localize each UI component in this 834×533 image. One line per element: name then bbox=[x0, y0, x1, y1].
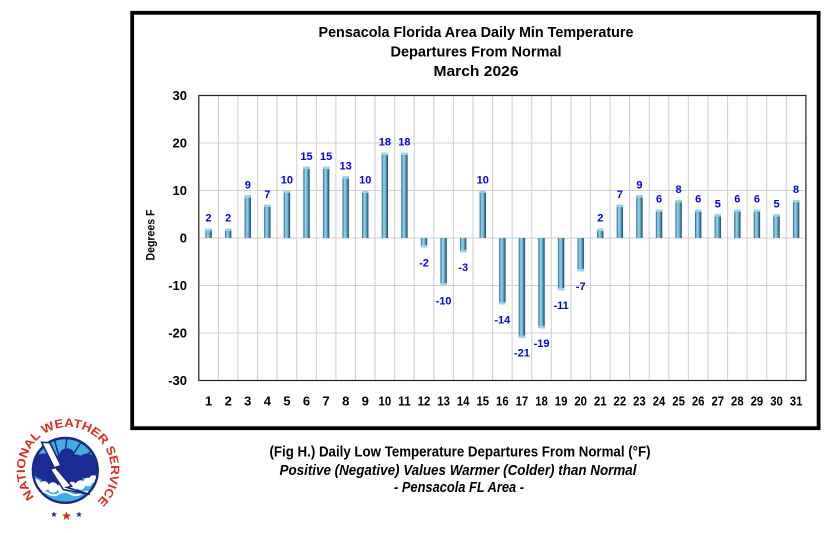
svg-text:7: 7 bbox=[264, 189, 270, 201]
svg-text:13: 13 bbox=[340, 160, 352, 172]
svg-text:24: 24 bbox=[653, 393, 666, 408]
svg-text:Positive (Negative) Values War: Positive (Negative) Values Warmer (Colde… bbox=[280, 462, 638, 479]
svg-text:2: 2 bbox=[225, 213, 231, 225]
svg-text:10: 10 bbox=[281, 175, 293, 187]
svg-text:5: 5 bbox=[283, 393, 290, 408]
svg-text:12: 12 bbox=[418, 393, 431, 408]
svg-text:9: 9 bbox=[245, 179, 251, 191]
svg-text:0: 0 bbox=[180, 231, 187, 246]
svg-text:-21: -21 bbox=[514, 348, 530, 360]
svg-text:8: 8 bbox=[793, 184, 799, 196]
svg-text:30: 30 bbox=[770, 393, 783, 408]
svg-text:10: 10 bbox=[173, 183, 187, 198]
svg-text:6: 6 bbox=[754, 194, 760, 206]
svg-text:25: 25 bbox=[672, 393, 685, 408]
svg-text:10: 10 bbox=[477, 175, 489, 187]
svg-text:15: 15 bbox=[320, 151, 332, 163]
svg-text:21: 21 bbox=[594, 393, 607, 408]
svg-text:10: 10 bbox=[379, 393, 392, 408]
svg-text:9: 9 bbox=[636, 179, 642, 191]
svg-text:-10: -10 bbox=[168, 278, 187, 293]
svg-text:7: 7 bbox=[617, 189, 623, 201]
svg-text:-3: -3 bbox=[458, 262, 468, 274]
svg-text:13: 13 bbox=[437, 393, 450, 408]
svg-text:15: 15 bbox=[476, 393, 489, 408]
svg-text:March 2026: March 2026 bbox=[434, 63, 519, 80]
svg-text:-10: -10 bbox=[436, 295, 452, 307]
svg-text:17: 17 bbox=[516, 393, 529, 408]
svg-text:20: 20 bbox=[574, 393, 587, 408]
svg-text:1: 1 bbox=[205, 393, 212, 408]
svg-text:30: 30 bbox=[173, 88, 187, 103]
svg-text:-20: -20 bbox=[168, 326, 187, 341]
svg-text:2: 2 bbox=[597, 213, 603, 225]
svg-text:-30: -30 bbox=[168, 373, 187, 388]
svg-text:11: 11 bbox=[398, 393, 411, 408]
svg-text:(Fig H.) Daily Low Temperature: (Fig H.) Daily Low Temperature Departure… bbox=[270, 444, 651, 461]
svg-text:3: 3 bbox=[244, 393, 251, 408]
svg-text:23: 23 bbox=[633, 393, 646, 408]
svg-text:-14: -14 bbox=[494, 314, 511, 326]
svg-text:7: 7 bbox=[322, 393, 329, 408]
svg-text:16: 16 bbox=[496, 393, 509, 408]
svg-text:4: 4 bbox=[264, 393, 272, 408]
svg-text:19: 19 bbox=[555, 393, 568, 408]
svg-text:6: 6 bbox=[734, 194, 740, 206]
svg-text:26: 26 bbox=[692, 393, 705, 408]
svg-text:14: 14 bbox=[457, 393, 470, 408]
svg-text:- Pensacola FL Area -: - Pensacola FL Area - bbox=[394, 479, 524, 496]
svg-text:18: 18 bbox=[379, 137, 391, 149]
svg-text:27: 27 bbox=[711, 393, 724, 408]
svg-text:28: 28 bbox=[731, 393, 744, 408]
svg-text:18: 18 bbox=[535, 393, 548, 408]
svg-text:5: 5 bbox=[715, 198, 721, 210]
svg-text:20: 20 bbox=[173, 136, 187, 151]
svg-text:15: 15 bbox=[300, 151, 312, 163]
svg-text:6: 6 bbox=[695, 194, 701, 206]
svg-text:-2: -2 bbox=[419, 257, 429, 269]
svg-text:Departures From Normal: Departures From Normal bbox=[391, 44, 562, 61]
svg-text:-11: -11 bbox=[553, 300, 568, 312]
svg-text:9: 9 bbox=[362, 393, 369, 408]
svg-text:2: 2 bbox=[225, 393, 232, 408]
svg-text:18: 18 bbox=[398, 137, 410, 149]
svg-text:Pensacola Florida Area Daily M: Pensacola Florida Area Daily Min Tempera… bbox=[319, 24, 634, 41]
svg-text:8: 8 bbox=[342, 393, 349, 408]
svg-text:-7: -7 bbox=[576, 281, 586, 293]
svg-text:6: 6 bbox=[656, 194, 662, 206]
svg-text:-19: -19 bbox=[534, 338, 550, 350]
svg-text:31: 31 bbox=[790, 393, 803, 408]
svg-text:Degrees F: Degrees F bbox=[144, 210, 158, 261]
svg-text:5: 5 bbox=[773, 198, 779, 210]
svg-text:10: 10 bbox=[359, 175, 371, 187]
svg-text:22: 22 bbox=[614, 393, 627, 408]
svg-text:29: 29 bbox=[751, 393, 764, 408]
svg-text:2: 2 bbox=[206, 213, 212, 225]
svg-text:6: 6 bbox=[303, 393, 310, 408]
svg-text:8: 8 bbox=[676, 184, 682, 196]
